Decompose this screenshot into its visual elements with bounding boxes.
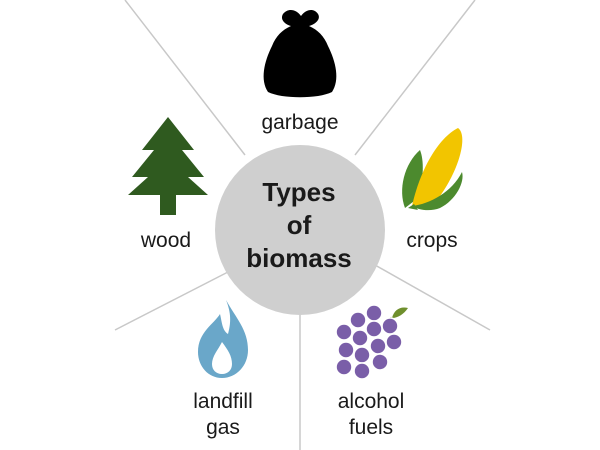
label-line: fuels: [348, 416, 394, 439]
spoke-line: [124, 0, 246, 156]
corn-icon: [402, 128, 463, 211]
center-title-line: of: [286, 210, 312, 240]
label-garbage: garbage: [261, 111, 339, 134]
center-circle: [215, 145, 385, 315]
label-line: alcohol: [337, 390, 405, 413]
grapes-icon: [335, 304, 408, 380]
spoke-lines: [114, 0, 491, 450]
pine-tree-icon: [128, 117, 208, 215]
center-title: Types of biomass: [214, 176, 384, 275]
garbage-bag-icon: [263, 10, 337, 98]
spoke-line: [354, 0, 476, 156]
center-title-line: Types: [262, 177, 336, 207]
label-alcohol-fuels: alcohol fuels: [326, 389, 416, 441]
spoke-line: [114, 271, 229, 331]
label-landfill-gas: landfill gas: [178, 389, 268, 441]
label-line: gas: [206, 416, 240, 439]
label-line: landfill: [193, 390, 253, 413]
spoke-line: [374, 264, 491, 331]
label-crops: crops: [406, 229, 458, 252]
label-wood: wood: [140, 229, 192, 252]
center-title-line: biomass: [246, 243, 352, 273]
gas-flame-icon: [198, 300, 248, 378]
